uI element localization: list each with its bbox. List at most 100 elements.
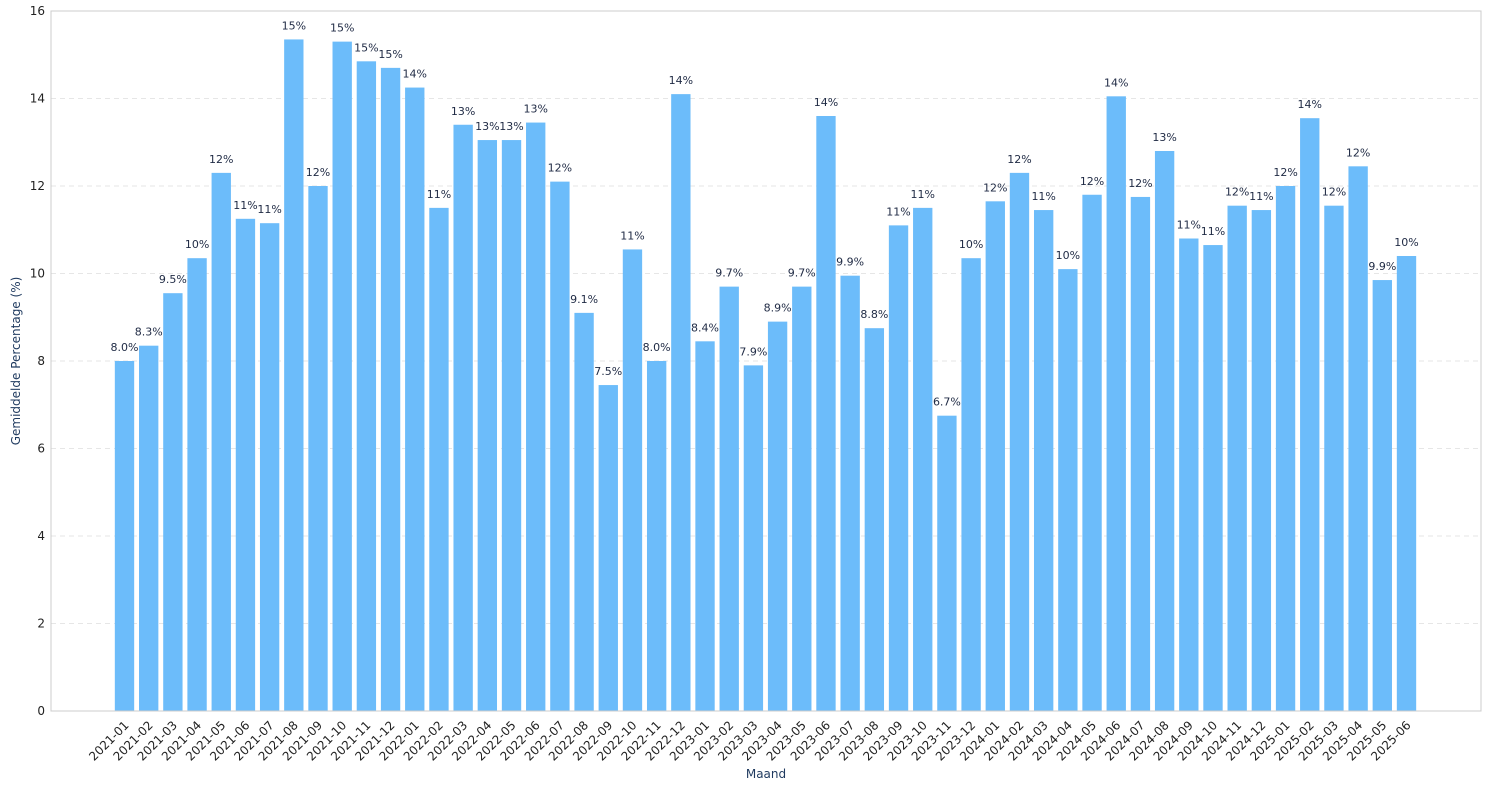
bars	[114, 39, 1417, 711]
y-tick-label: 14	[30, 92, 45, 106]
data-label: 8.8%	[860, 308, 888, 321]
y-tick-label: 4	[37, 529, 45, 543]
data-label: 9.9%	[836, 256, 864, 269]
data-label: 12%	[1322, 186, 1346, 199]
y-tick-label: 6	[37, 442, 45, 456]
data-label: 9.9%	[1368, 260, 1396, 273]
bar	[356, 61, 377, 711]
bar	[429, 207, 449, 711]
bar	[792, 286, 812, 711]
bar	[1154, 151, 1175, 711]
data-label: 13%	[475, 120, 499, 133]
data-label: 10%	[1056, 249, 1080, 262]
data-label: 9.1%	[570, 293, 598, 306]
data-label: 13%	[499, 120, 523, 133]
bar	[767, 321, 788, 711]
data-label: 12%	[1346, 146, 1370, 159]
data-label: 12%	[1273, 166, 1297, 179]
y-tick-label: 0	[37, 704, 45, 718]
data-label: 10%	[185, 238, 209, 251]
data-label: 11%	[427, 188, 451, 201]
bar	[937, 415, 957, 711]
bar	[985, 201, 1005, 711]
bar	[332, 41, 352, 711]
bar	[163, 293, 183, 711]
bar	[1179, 238, 1199, 711]
y-tick-label: 10	[30, 267, 45, 281]
bar	[1130, 196, 1151, 711]
bar	[1324, 205, 1344, 711]
data-label: 12%	[1128, 177, 1152, 190]
data-label: 8.4%	[691, 321, 719, 334]
bar	[139, 345, 159, 711]
data-label: 9.7%	[788, 267, 816, 280]
bar	[1009, 172, 1030, 711]
bar	[1275, 186, 1296, 711]
bar	[598, 385, 618, 711]
data-label: 11%	[910, 188, 934, 201]
bar	[840, 275, 860, 711]
data-label: 7.9%	[739, 345, 767, 358]
data-label: 12%	[1225, 186, 1249, 199]
y-tick-label: 2	[37, 617, 45, 631]
data-label: 14%	[403, 68, 427, 81]
bar	[864, 328, 885, 711]
plot-frame	[50, 10, 1482, 712]
bar	[259, 223, 280, 711]
data-label: 13%	[451, 105, 475, 118]
bar	[1348, 166, 1368, 711]
bar	[235, 218, 256, 711]
data-label: 12%	[548, 162, 572, 175]
data-label: 9.7%	[715, 267, 743, 280]
bar	[114, 361, 135, 711]
bar	[743, 365, 764, 711]
data-label: 15%	[330, 22, 354, 35]
data-label: 14%	[1104, 76, 1128, 89]
y-tick-label: 8	[37, 354, 45, 368]
bar	[622, 249, 643, 711]
bar	[211, 172, 231, 711]
data-label: 15%	[282, 19, 306, 32]
x-axis-ticks: 2021-012021-022021-032021-042021-052021-…	[86, 718, 1413, 763]
data-label: 11%	[1177, 219, 1201, 232]
bar	[187, 258, 207, 711]
bar	[913, 207, 933, 711]
data-label: 14%	[1298, 98, 1322, 111]
data-labels: 8.0%8.3%9.5%10%12%11% 11%15%12%15%15%15%1…	[111, 19, 1419, 408]
x-axis-title: Maand	[746, 767, 786, 781]
data-label: 12%	[306, 166, 330, 179]
data-label: 14%	[814, 96, 838, 109]
bar	[646, 361, 667, 711]
bar	[1203, 245, 1223, 711]
bar	[1300, 118, 1320, 711]
bar	[1082, 194, 1102, 711]
y-axis-ticks: 0 2 4 6 8 10 12 14 16	[30, 4, 45, 718]
bar	[453, 124, 473, 711]
bar	[550, 181, 570, 711]
bar	[816, 116, 836, 711]
data-label: 11%	[886, 205, 910, 218]
bar	[719, 286, 739, 711]
bar	[1396, 256, 1417, 711]
data-label: 12%	[1007, 153, 1031, 166]
data-label: 9.5%	[159, 273, 187, 286]
y-tick-label: 12	[30, 179, 45, 193]
data-label: 11%	[233, 199, 257, 212]
bar	[526, 122, 546, 711]
bar	[380, 67, 401, 711]
bar	[671, 94, 691, 711]
data-label: 11%	[1201, 225, 1225, 238]
bar	[284, 39, 304, 711]
bar	[1227, 205, 1247, 711]
data-label: 7.5%	[594, 365, 622, 378]
data-label: 13%	[523, 103, 547, 116]
bar	[961, 258, 981, 711]
data-label: 15%	[354, 41, 378, 54]
bar	[1058, 269, 1078, 711]
data-label: 8.9%	[764, 302, 792, 315]
bar	[405, 87, 425, 711]
bar	[501, 140, 522, 711]
bar	[888, 225, 909, 711]
data-label: 12%	[983, 181, 1007, 194]
